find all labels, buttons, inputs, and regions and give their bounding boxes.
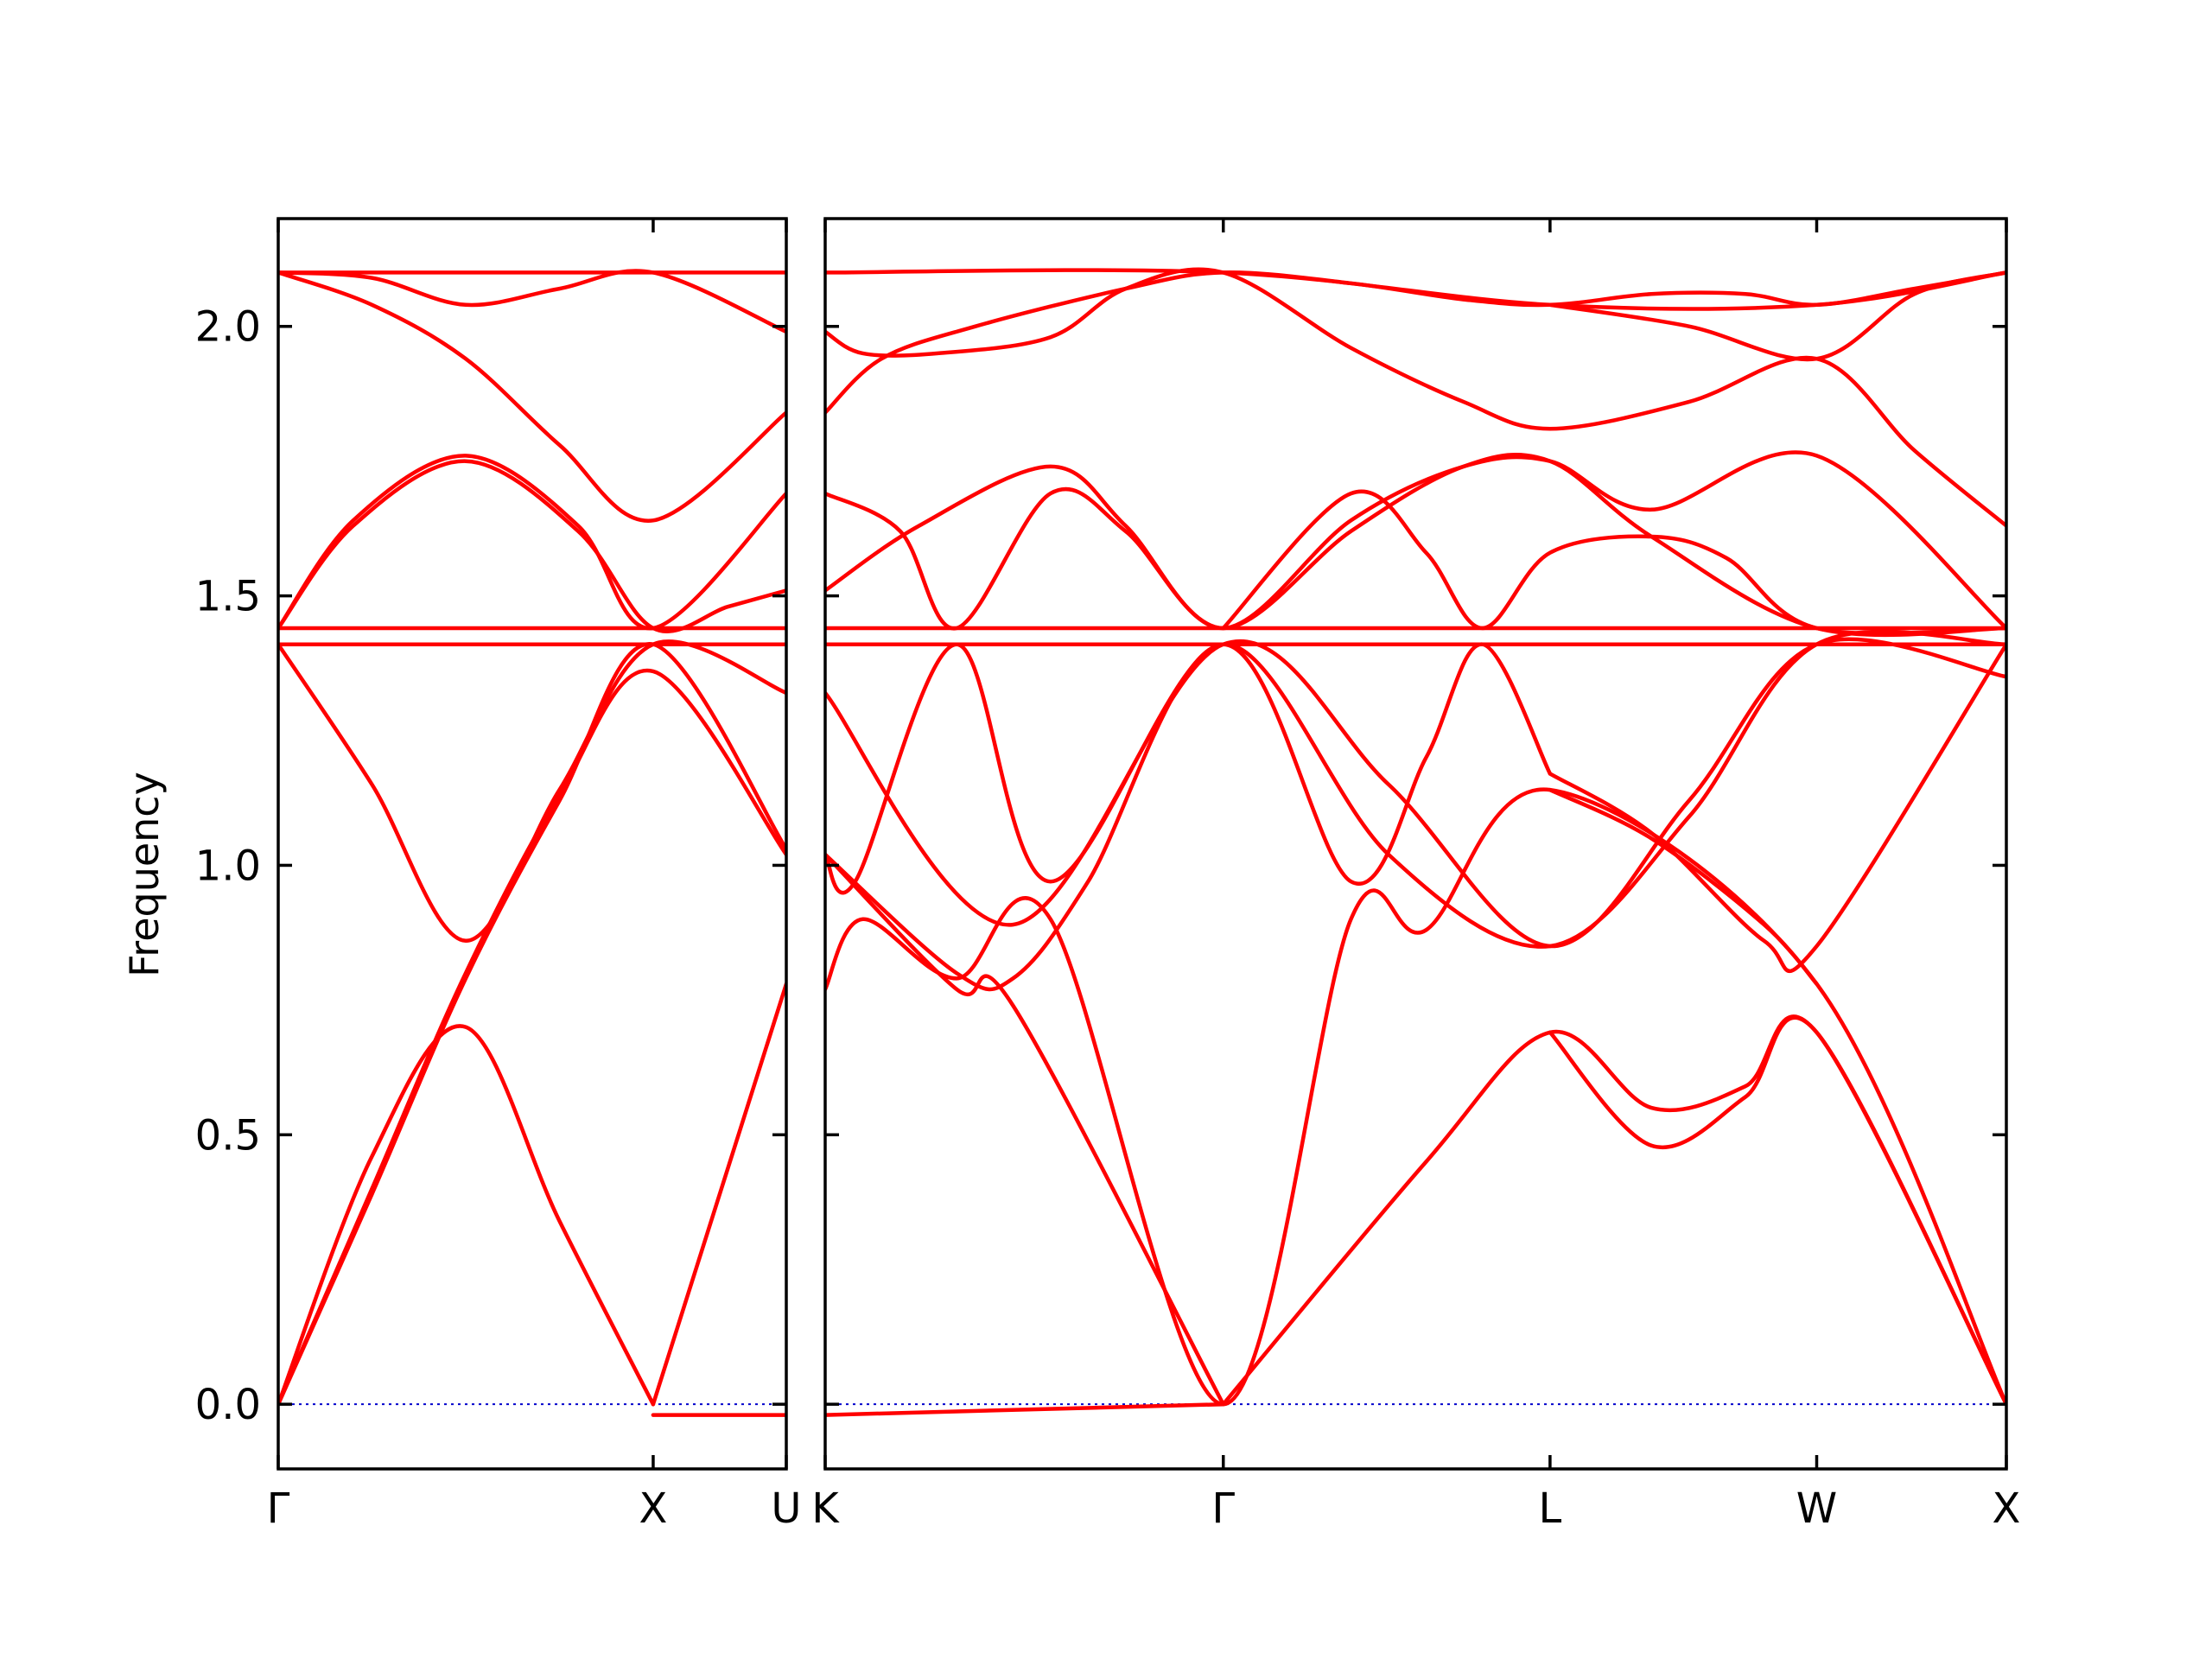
band-line (825, 852, 1225, 1407)
band-line (278, 1024, 656, 1407)
band-line (278, 668, 786, 1407)
y-tick-label: 1.5 (195, 573, 261, 621)
x-tick-label: U (771, 1484, 801, 1533)
panel-left: 0.0 0.5 1.0 1.5 2.0 Γ X U (195, 217, 802, 1533)
y-tick-label: 1.0 (195, 842, 261, 890)
band-line (825, 637, 2006, 949)
y-axis-label: Frequency (121, 772, 168, 977)
plot-area (825, 267, 2006, 1417)
x-tick-label: X (639, 1484, 668, 1533)
band-line (1221, 489, 2006, 636)
band-line (1548, 270, 2006, 362)
band-line (825, 787, 2006, 1407)
band-line (651, 982, 786, 1407)
band-line (825, 1402, 1225, 1417)
band-line (278, 639, 786, 944)
band-line (278, 642, 786, 1407)
band-line (825, 629, 2006, 992)
x-tick-label: X (1993, 1484, 2021, 1533)
band-line (1221, 1014, 2006, 1407)
band-line (278, 270, 786, 523)
band-line (825, 450, 2006, 631)
x-tick-label: L (1539, 1484, 1562, 1533)
axes-frame (276, 217, 788, 1471)
x-tick-label: W (1796, 1484, 1837, 1533)
band-line (1548, 1015, 2006, 1407)
band-line (278, 459, 786, 633)
x-tick-label: Γ (1211, 1484, 1235, 1533)
x-tick-label: K (811, 1484, 840, 1533)
band-line (825, 267, 2006, 528)
axes-frame (823, 217, 2008, 1471)
band-line (278, 454, 786, 631)
x-tick-label: Γ (267, 1484, 290, 1533)
y-tick-label: 2.0 (195, 303, 261, 352)
band-line (825, 642, 1553, 895)
y-tick-label: 0.5 (195, 1111, 261, 1160)
plot-area (278, 269, 786, 1417)
y-tick-label: 0.0 (195, 1381, 261, 1429)
band-line (278, 269, 786, 334)
band-line (825, 270, 2006, 415)
band-line (1548, 642, 2006, 974)
